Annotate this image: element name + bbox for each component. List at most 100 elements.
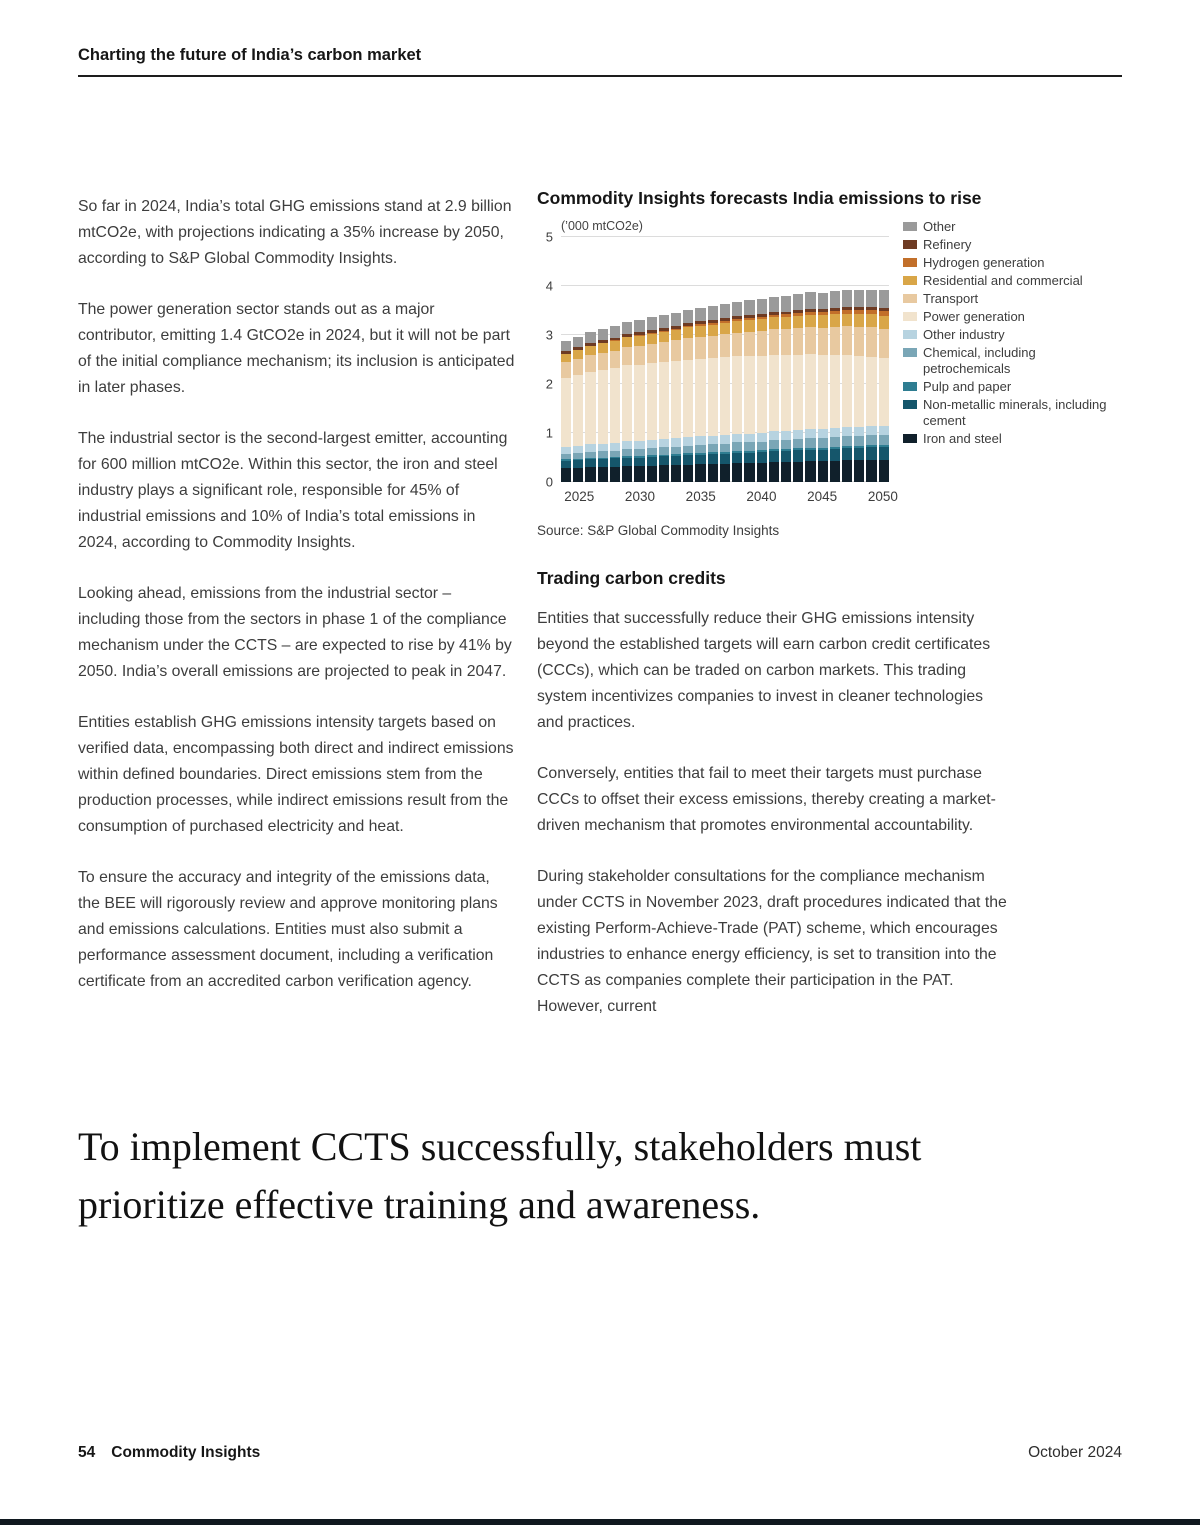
header-rule (78, 75, 1122, 77)
bar-segment (719, 320, 731, 323)
bar-segment (768, 462, 779, 482)
bar-segment (878, 447, 889, 460)
bar-segment (805, 314, 816, 328)
bar-segment (744, 320, 755, 332)
bar-segment (634, 364, 645, 442)
bar-segment (683, 437, 694, 446)
bar-segment (707, 306, 718, 320)
bar-segment (609, 337, 621, 341)
bar-segment (744, 433, 755, 443)
bar-segment (634, 449, 645, 457)
x-tick-label: 2045 (807, 489, 838, 504)
gridline (561, 285, 889, 286)
bar-segment (829, 290, 841, 308)
bar-segment (707, 322, 718, 325)
bar-segment (768, 314, 779, 318)
bar-segment (634, 332, 645, 336)
bar-2048 (854, 237, 865, 482)
legend-label: Chemical, including petrochemicals (923, 345, 1036, 376)
bar-segment (817, 312, 828, 316)
bar-segment (817, 292, 828, 310)
bar-segment (756, 441, 767, 451)
bar-segment (732, 332, 743, 357)
bar-segment (683, 464, 694, 482)
bar-segment (622, 321, 633, 334)
bar-segment (719, 317, 731, 321)
bar-segment (658, 315, 669, 328)
bar-segment (634, 441, 645, 450)
legend-label: Residential and commercial (923, 273, 1083, 288)
bar-segment (695, 464, 706, 482)
bar-segment (670, 313, 682, 326)
bar-segment (842, 309, 853, 314)
bar-segment (634, 336, 645, 346)
bar-segment (756, 452, 767, 463)
bar-segment (756, 450, 767, 453)
bar-segment (719, 334, 731, 358)
legend-item: Other industry (903, 327, 1125, 343)
bar-segment (609, 350, 621, 369)
bar-segment (854, 314, 865, 328)
bar-segment (866, 447, 877, 460)
bar-segment (622, 365, 633, 442)
bar-segment (842, 460, 853, 482)
bar-segment (646, 465, 657, 482)
bar-segment (707, 435, 718, 445)
bar-segment (842, 426, 853, 437)
bar-2025 (573, 237, 584, 482)
bar-segment (829, 354, 841, 428)
bar-segment (744, 317, 755, 321)
legend-swatch-icon (903, 258, 917, 267)
legend-swatch-icon (903, 330, 917, 339)
bar-segment (658, 456, 669, 466)
bar-segment (634, 466, 645, 482)
y-tick-label: 1 (545, 425, 553, 441)
bar-segment (683, 322, 694, 326)
bar-segment (756, 331, 767, 357)
bar-segment (854, 460, 865, 482)
bar-segment (793, 439, 804, 449)
bar-segment (695, 321, 706, 325)
bar-segment (842, 448, 853, 461)
emissions-chart: (’000 mtCO2e) 0 1 2 3 4 5 2025 2030 2035 2040 204… (537, 219, 1125, 509)
bar-2036 (707, 237, 718, 482)
bar-segment (585, 444, 596, 452)
bar-segment (646, 456, 657, 466)
bar-segment (744, 452, 755, 464)
bar-segment (609, 450, 621, 458)
legend-item: Other (903, 219, 1125, 235)
bar-segment (670, 361, 682, 439)
section-heading: Trading carbon credits (537, 568, 726, 588)
bar-segment (732, 356, 743, 434)
bar-segment (793, 450, 804, 462)
bar-segment (585, 459, 596, 468)
bar-segment (768, 354, 779, 432)
bar-segment (683, 453, 694, 456)
legend-label: Other (923, 219, 956, 234)
bar-segment (658, 362, 669, 440)
bar-segment (817, 447, 828, 450)
bar-segment (585, 467, 596, 482)
bar-segment (683, 337, 694, 360)
bar-segment (719, 435, 731, 444)
bar-segment (597, 443, 608, 452)
bar-segment (878, 459, 889, 482)
pull-quote: To implement CCTS successfully, stakehol… (78, 1124, 922, 1227)
bar-segment (829, 326, 841, 355)
bar-2038 (732, 237, 743, 482)
bar-segment (670, 446, 682, 455)
bar-segment (744, 300, 755, 315)
bar-segment (561, 340, 572, 351)
bar-2028 (609, 237, 621, 482)
x-tick-label: 2050 (867, 489, 898, 504)
bar-segment (793, 328, 804, 355)
bar-segment (744, 356, 755, 434)
bar-segment (597, 343, 608, 353)
bar-segment (817, 315, 828, 328)
bar-segment (658, 331, 669, 342)
legend-swatch-icon (903, 434, 917, 443)
chart-xlabels: 2025 2030 2035 2040 2045 2050 (561, 489, 898, 509)
bar-segment (744, 442, 755, 451)
bar-segment (805, 429, 816, 439)
bar-segment (597, 457, 608, 459)
